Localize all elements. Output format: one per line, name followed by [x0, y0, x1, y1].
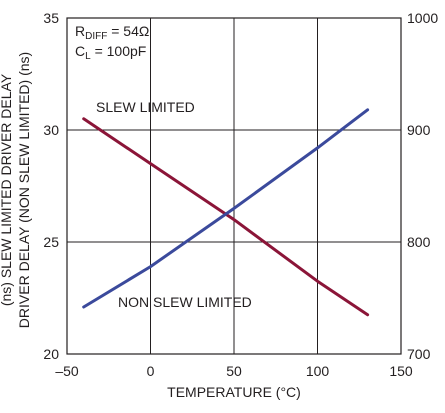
x-tick-label: 100 — [306, 363, 330, 379]
condition-rdiff: RDIFF = 54Ω — [75, 23, 149, 42]
grid-lines — [67, 18, 401, 354]
left-axis-partial-title: (ns) SLEW LIMITED DRIVER DELAY — [0, 73, 14, 306]
condition-cl-base: C — [75, 43, 85, 59]
y-left-tick-label: 20 — [43, 346, 59, 362]
condition-cl-sub: L — [85, 51, 91, 62]
series-label-non-slew-limited: NON SLEW LIMITED — [118, 294, 252, 310]
tick-labels: –50 0 50 100 150 20 25 30 35 700 800 900 1000 — [43, 10, 438, 379]
y-right-tick-label: 1000 — [407, 10, 438, 26]
condition-rdiff-rest: = 54Ω — [107, 23, 149, 39]
x-tick-label: 0 — [147, 363, 155, 379]
series-line-slew-limited — [82, 117, 370, 317]
y-right-tick-label: 900 — [407, 122, 431, 138]
condition-cl-rest: = 100pF — [91, 43, 147, 59]
series-lines — [82, 108, 370, 317]
plot-frame — [66, 17, 402, 355]
y-right-tick-label: 700 — [407, 346, 431, 362]
y-left-tick-label: 35 — [43, 10, 59, 26]
left-axis-title: DRIVER DELAY (NON SLEW LIMITED) (ns) — [16, 52, 32, 328]
condition-cl: CL = 100pF — [75, 43, 146, 62]
y-left-tick-label: 25 — [43, 234, 59, 250]
series-line-non-slew-limited — [82, 108, 370, 309]
series-label-slew-limited: SLEW LIMITED — [96, 99, 195, 115]
y-left-tick-label: 30 — [43, 122, 59, 138]
x-tick-label: 150 — [389, 363, 413, 379]
x-axis-title: TEMPERATURE (°C) — [167, 384, 301, 400]
condition-rdiff-sub: DIFF — [85, 31, 107, 42]
y-right-tick-label: 800 — [407, 234, 431, 250]
x-tick-label: –50 — [55, 363, 79, 379]
condition-rdiff-base: R — [75, 23, 85, 39]
x-tick-label: 50 — [226, 363, 242, 379]
